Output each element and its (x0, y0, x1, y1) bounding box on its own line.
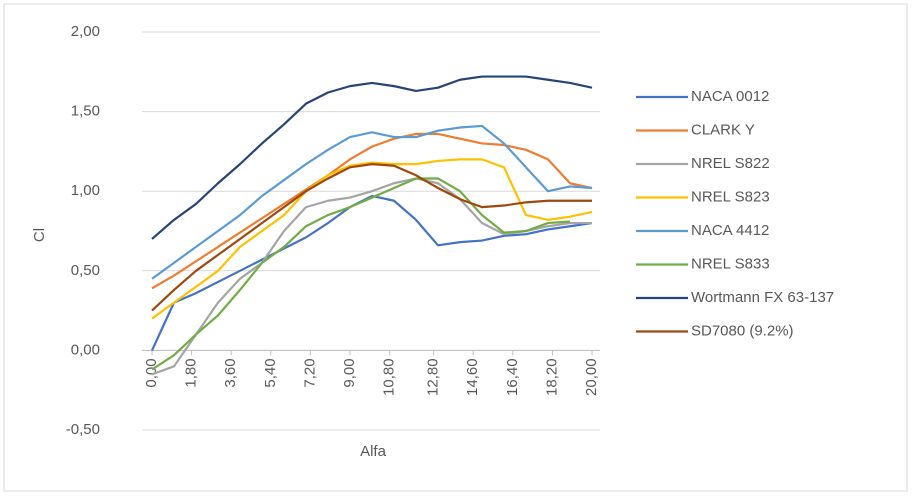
x-tick-label: 0,00 (143, 358, 160, 387)
x-tick-label: 1,80 (183, 358, 200, 387)
x-tick-label: 5,40 (262, 358, 279, 387)
x-tick-label: 3,60 (222, 358, 239, 387)
legend-label: NREL S822 (691, 155, 770, 172)
x-tick-label: 16,40 (504, 358, 521, 396)
x-tick-label: 14,60 (464, 358, 481, 396)
y-tick-label: 0,00 (71, 341, 100, 358)
x-tick-label: 20,00 (583, 358, 600, 396)
x-tick-label: 9,00 (341, 358, 358, 387)
y-tick-label: 0,50 (71, 262, 100, 279)
y-tick-label: -0,50 (66, 421, 100, 438)
legend-label: Wortmann FX 63-137 (691, 289, 834, 306)
legend-label: SD7080 (9.2%) (691, 322, 794, 339)
x-axis-label: Alfa (360, 443, 387, 460)
legend-label: NREL S823 (691, 188, 770, 205)
series-line (151, 177, 571, 371)
series-line (151, 124, 593, 280)
series-line (151, 194, 593, 351)
legend-label: NREL S833 (691, 255, 770, 272)
series-line (151, 132, 593, 290)
y-tick-label: 2,00 (71, 23, 100, 40)
chart-area (3, 3, 908, 492)
x-tick-label: 18,20 (543, 358, 560, 396)
legend-label: NACA 4412 (691, 222, 769, 239)
legend-label: CLARK Y (691, 121, 755, 138)
y-tick-label: 1,00 (71, 182, 100, 199)
y-tick-label: 1,50 (71, 103, 100, 120)
series-line (151, 75, 593, 240)
x-tick-label: 12,80 (425, 358, 442, 396)
x-tick-label: 7,20 (301, 358, 318, 387)
x-tick-label: 10,80 (381, 358, 398, 396)
y-axis-label: Cl (31, 228, 48, 242)
series-line (151, 158, 593, 320)
series-line (151, 163, 592, 312)
legend-label: NACA 0012 (691, 88, 769, 105)
